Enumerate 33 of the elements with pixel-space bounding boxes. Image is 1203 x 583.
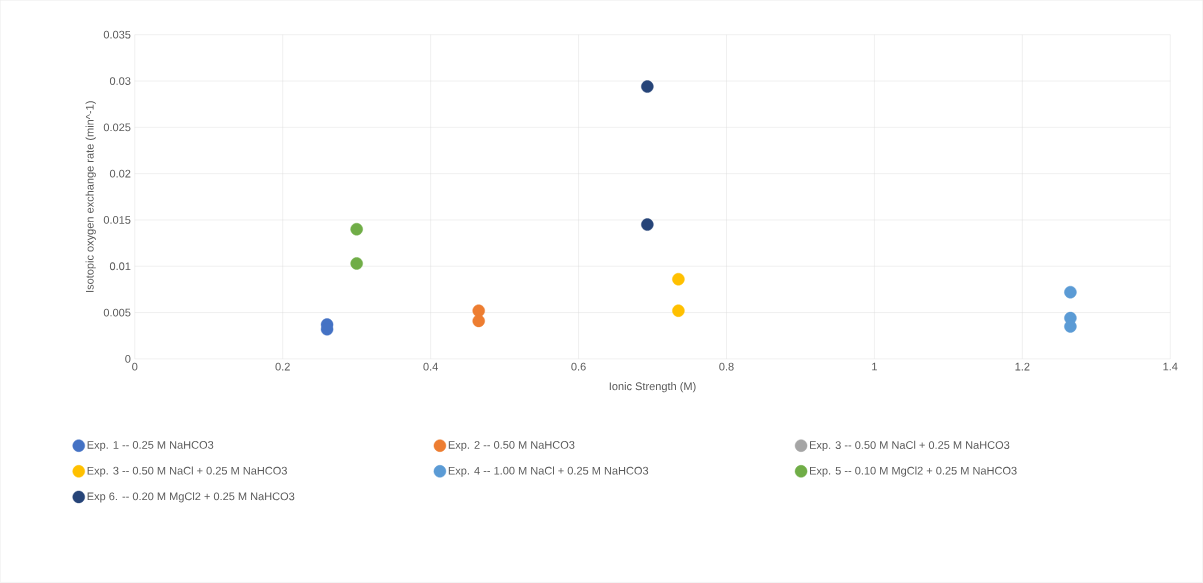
point [641,80,654,93]
legend-label: Exp. 3 -- 0.50 M NaCl + 0.25 M NaHCO3 [810,441,1010,452]
y-tick-label: 0.025 [103,123,131,132]
point [672,273,685,286]
point [1064,286,1077,299]
x-tick-label: 0.8 [719,362,734,371]
x-tick-label: 1 [872,362,877,371]
y-tick-label: 0.03 [109,77,131,86]
legend-label: Exp. 2 -- 0.50 M NaHCO3 [448,441,575,452]
y-tick-label: 0.01 [109,262,131,271]
x-tick-label: 0.6 [571,362,586,371]
y-axis-title: Isotopic oxygen exchange rate (min^-1) [85,101,96,293]
x-tick-label: 1.4 [1163,362,1178,371]
legend-label: Exp 6. -- 0.20 M MgCl2 + 0.25 M NaHCO3 [87,492,295,503]
y-tick-label: 0.005 [103,308,131,317]
y-tick-label: 0.035 [103,30,131,39]
x-tick-label: 0.2 [275,362,290,371]
y-tick-label: 0.015 [103,216,131,224]
legend-label: Exp. 1 -- 0.25 M NaHCO3 [87,441,214,452]
point [350,257,363,270]
y-tick-label: 0.02 [109,169,131,178]
point [350,223,363,236]
point [672,304,685,318]
legend-label: Exp. 4 -- 1.00 M NaCl + 0.25 M NaHCO3 [448,466,649,477]
point [641,218,654,231]
legend-label: Exp. 3 -- 0.50 M NaCl + 0.25 M NaHCO3 [87,466,287,477]
y-tick-label: 0 [125,355,131,363]
x-tick-label: 1.2 [1015,362,1030,371]
legend-label: Exp. 5 -- 0.10 M MgCl2 + 0.25 M NaHCO3 [810,466,1017,477]
x-tick-label: 0 [132,362,138,371]
x-axis-title: Ionic Strength (M) [609,382,696,393]
point [472,314,485,328]
x-tick-label: 0.4 [423,362,438,371]
